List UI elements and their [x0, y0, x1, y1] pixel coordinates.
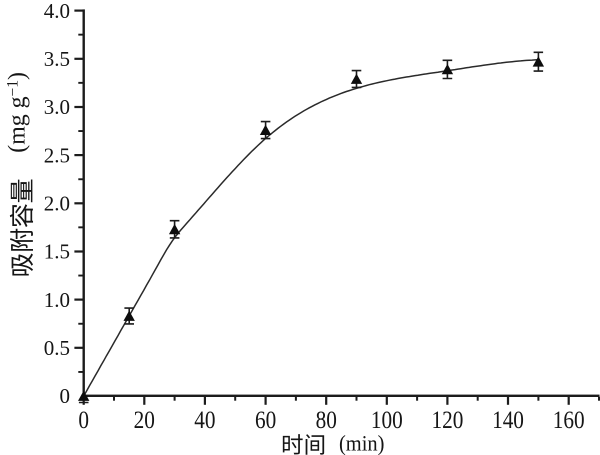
svg-text:120: 120 [431, 406, 463, 434]
svg-text:60: 60 [255, 406, 276, 434]
svg-text:0.5: 0.5 [44, 336, 70, 360]
svg-text:(min): (min) [339, 431, 384, 455]
svg-text:0: 0 [78, 406, 89, 434]
svg-text:2.5: 2.5 [44, 143, 70, 167]
svg-text:160: 160 [553, 406, 585, 434]
svg-text:0: 0 [60, 384, 71, 408]
svg-text:80: 80 [316, 406, 337, 434]
svg-text:1.0: 1.0 [44, 288, 70, 312]
svg-text:20: 20 [134, 406, 155, 434]
svg-text:2.0: 2.0 [44, 192, 70, 216]
svg-text:1.5: 1.5 [44, 240, 70, 264]
svg-text:3.5: 3.5 [44, 47, 70, 71]
svg-text:4.0: 4.0 [44, 0, 70, 23]
svg-text:140: 140 [492, 406, 524, 434]
svg-text:100: 100 [371, 406, 403, 434]
svg-text:40: 40 [194, 406, 215, 434]
svg-text:3.0: 3.0 [44, 95, 70, 119]
